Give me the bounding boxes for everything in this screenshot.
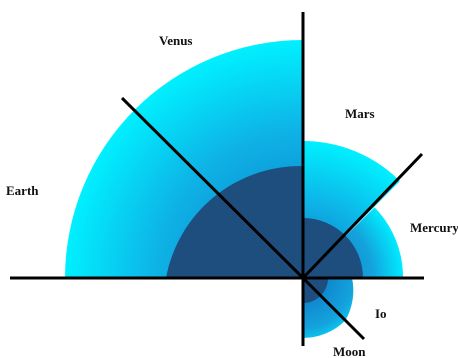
diagonal-line-lower-right: [301, 276, 366, 341]
diagonal-line-upper-left: [120, 96, 305, 280]
label-io: Io: [375, 306, 387, 321]
core-sector-large: [166, 165, 303, 278]
diagonal-line-upper-right: [301, 152, 424, 280]
label-mars: Mars: [345, 106, 375, 121]
label-moon: Moon: [333, 344, 366, 358]
label-earth: Earth: [6, 183, 39, 198]
label-venus: Venus: [159, 33, 192, 48]
label-mercury: Mercury: [410, 220, 458, 235]
